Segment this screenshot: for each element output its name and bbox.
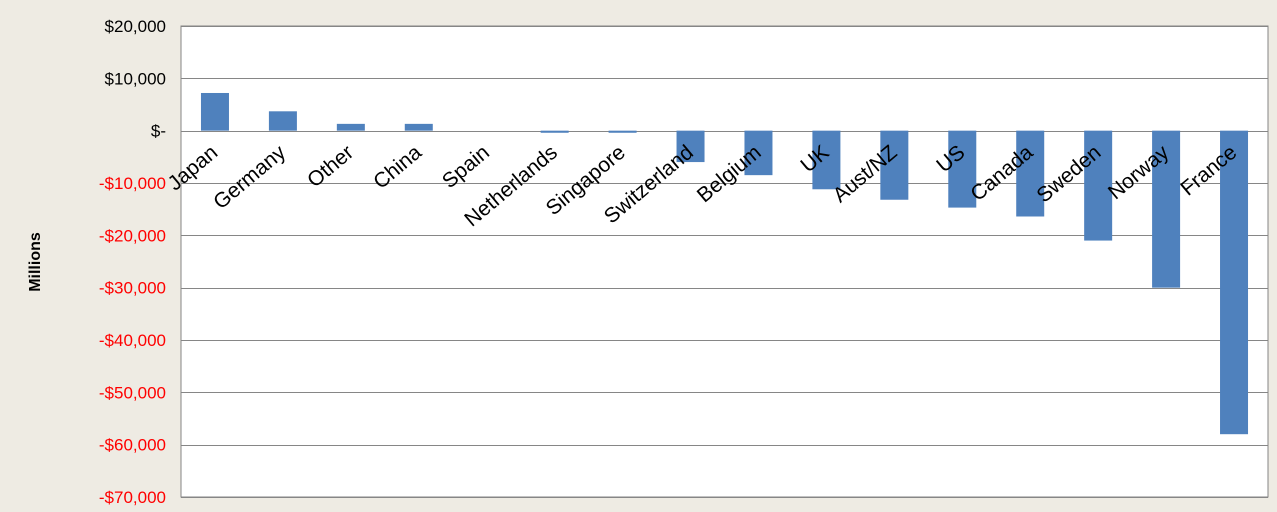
plot-area [180, 25, 1269, 498]
y-tick-label: $10,000 [105, 69, 166, 88]
bars [200, 92, 1249, 435]
bar-canada [1016, 130, 1045, 217]
y-axis-ticks: $20,000 $10,000 $- -$10,000 -$20,000 -$30,000… [99, 17, 166, 507]
bar-china [404, 123, 433, 131]
y-tick-label: $20,000 [105, 17, 166, 36]
bar-us [948, 130, 977, 208]
bar-switzerland [676, 130, 705, 163]
y-tick-label: -$20,000 [99, 226, 166, 245]
bar-belgium [744, 130, 773, 176]
y-tick-label: -$40,000 [99, 331, 166, 350]
y-tick-label: -$10,000 [99, 174, 166, 193]
bar-aust-nz [880, 130, 909, 200]
bar-japan [200, 92, 229, 131]
bar-france [1220, 130, 1249, 435]
y-tick-label: -$70,000 [99, 488, 166, 507]
bar-germany [268, 111, 297, 131]
bar-norway [1152, 130, 1181, 288]
bar-netherlands [540, 130, 569, 133]
y-axis-label: Millions [27, 232, 44, 292]
y-tick-label: $- [151, 122, 166, 141]
gridlines [181, 26, 1268, 498]
y-tick-label: -$50,000 [99, 383, 166, 402]
bar-singapore [608, 130, 637, 133]
y-tick-label: -$60,000 [99, 436, 166, 455]
bar-other [336, 123, 365, 131]
y-tick-label: -$30,000 [99, 279, 166, 298]
bar-sweden [1084, 130, 1113, 241]
bar-uk [812, 130, 841, 190]
